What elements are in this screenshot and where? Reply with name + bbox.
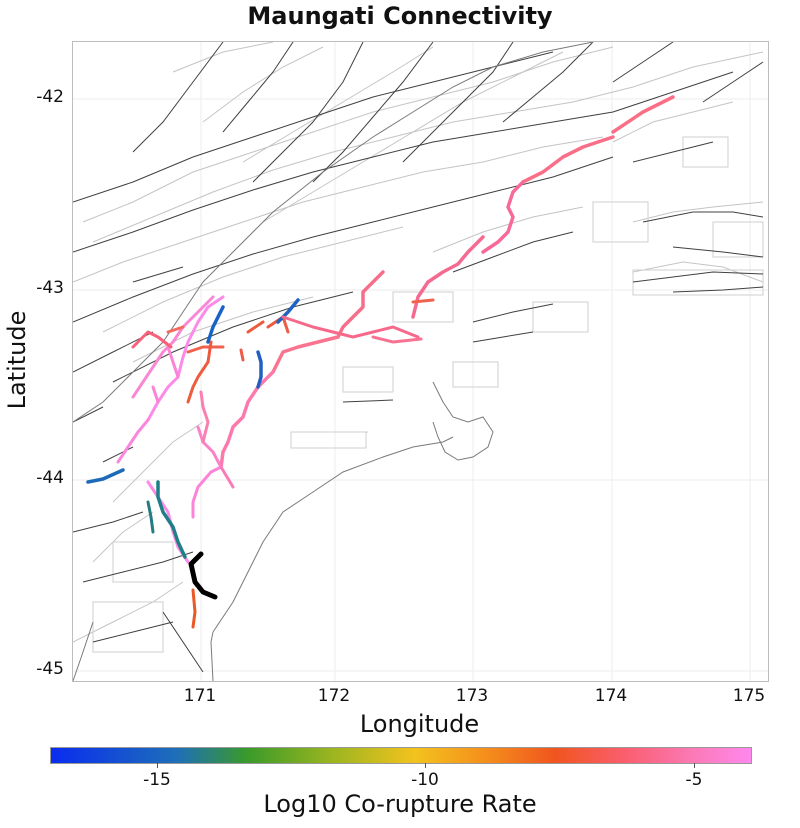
coastline <box>73 42 594 681</box>
x-tick-label: 173 <box>455 686 489 706</box>
colorbar <box>50 747 752 764</box>
colorbar-tick-label: -5 <box>685 770 703 790</box>
colorbar-label: Log10 Co-rupture Rate <box>263 790 537 818</box>
colorbar-tick-mark <box>157 763 158 768</box>
x-tick-label: 172 <box>317 686 351 706</box>
x-tick-label: 174 <box>594 686 628 706</box>
x-axis-label: Longitude <box>359 710 480 738</box>
gridlines <box>73 42 768 681</box>
map-plot-area[interactable] <box>72 41 769 682</box>
colorbar-tick-label: -15 <box>143 770 171 790</box>
fault-surfaces <box>73 42 764 643</box>
rupture-sections <box>86 95 675 629</box>
y-tick-label: -43 <box>36 278 64 298</box>
map-title: Maungati Connectivity <box>247 2 553 30</box>
x-tick-label: 175 <box>732 686 766 706</box>
fault-map <box>73 42 768 681</box>
y-axis-label: Latitude <box>3 310 31 410</box>
y-tick-label: -42 <box>36 87 64 107</box>
y-tick-label: -45 <box>36 659 64 679</box>
colorbar-tick-mark <box>694 763 695 768</box>
x-tick-label: 171 <box>183 686 217 706</box>
colorbar-tick-mark <box>425 763 426 768</box>
y-tick-label: -44 <box>36 468 64 488</box>
fault-traces <box>73 42 764 673</box>
colorbar-tick-label: -10 <box>411 770 439 790</box>
